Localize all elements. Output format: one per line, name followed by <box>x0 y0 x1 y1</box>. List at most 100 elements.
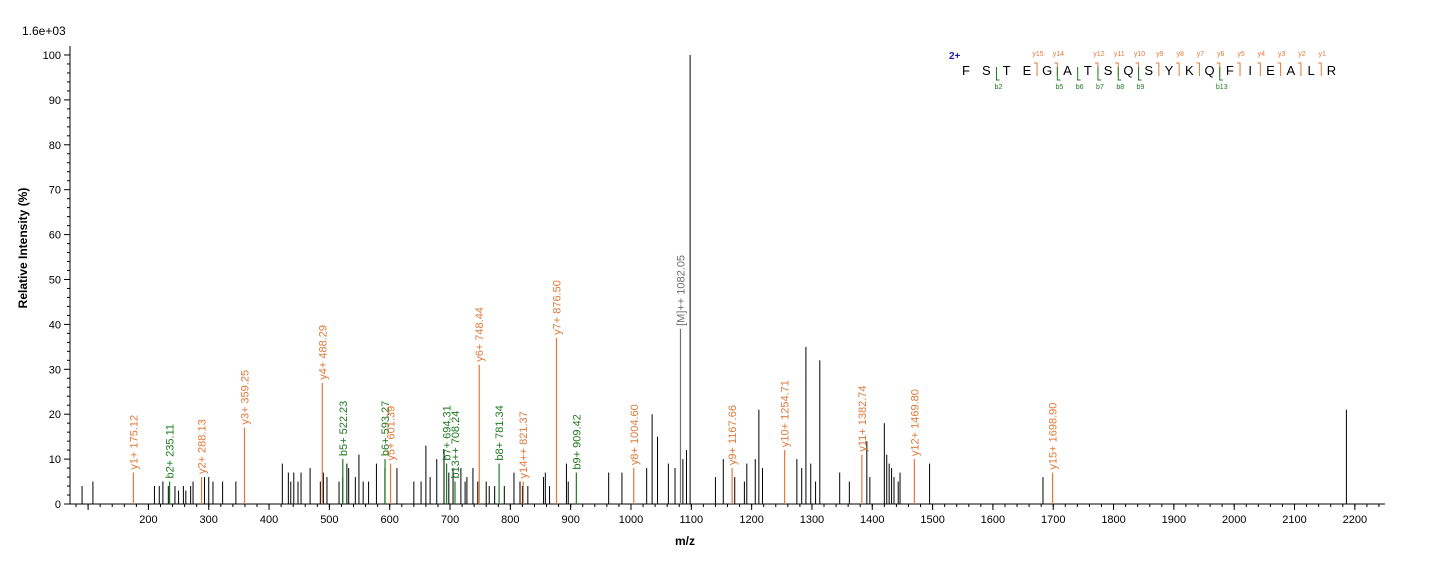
sequence-residue: K <box>1185 63 1194 78</box>
peak-label: y10+ 1254.71 <box>780 380 792 447</box>
b-ion-bracket <box>1056 67 1061 81</box>
charge-state-label: 2+ <box>949 51 961 62</box>
y-ion-bracket <box>1196 62 1200 76</box>
sequence-residue: S <box>1144 63 1153 78</box>
intensity-scale-label: 1.6e+03 <box>22 24 66 38</box>
sequence-residue: Q <box>1205 63 1215 78</box>
b-ion-bracket <box>995 67 1000 81</box>
y-axis-title: Relative Intensity (%) <box>16 188 30 309</box>
b-ion-label: b8 <box>1116 84 1124 91</box>
b-ion-label: b9 <box>1137 84 1145 91</box>
x-tick-label: 2000 <box>1222 514 1246 526</box>
sequence-residue: I <box>1248 63 1252 78</box>
sequence-residue: S <box>982 63 991 78</box>
peak-label: [M]++ 1082.05 <box>675 255 687 326</box>
x-tick-label: 200 <box>139 514 157 526</box>
x-tick-label: 300 <box>200 514 218 526</box>
sequence-residue: T <box>1084 63 1092 78</box>
sequence-residue: A <box>1286 63 1295 78</box>
y-tick-label: 90 <box>49 95 61 107</box>
b-ion-label: b13 <box>1216 84 1228 91</box>
x-tick-label: 1900 <box>1162 514 1186 526</box>
x-tick-label: 1800 <box>1101 514 1125 526</box>
y-ion-bracket <box>1034 62 1038 76</box>
peak-label: y2+ 288.13 <box>197 419 209 474</box>
sequence-residue: F <box>962 63 970 78</box>
sequence-residue: Y <box>1165 63 1174 78</box>
peak-label: b2+ 235.11 <box>165 424 177 479</box>
y-ion-bracket <box>1318 62 1322 76</box>
y-ion-label: y4 <box>1258 51 1266 58</box>
y-tick-label: 30 <box>49 364 61 376</box>
b-ion-bracket <box>1097 67 1101 81</box>
x-tick-label: 500 <box>320 514 338 526</box>
x-tick-label: 400 <box>260 514 278 526</box>
y-ion-label: y1 <box>1319 51 1327 58</box>
b-ion-label: b6 <box>1076 84 1084 91</box>
axes: 200 300 400 500 600 700 800 900 1000 1100 1200 1300… <box>43 46 1385 526</box>
peak-label: y5+ 601.39 <box>386 406 398 461</box>
sequence-residue: Q <box>1123 63 1133 78</box>
peak-label: b9+ 909.42 <box>571 414 583 469</box>
peak-label: y3+ 359.25 <box>239 370 251 425</box>
y-tick-label: 10 <box>49 454 61 466</box>
x-tick-label: 1700 <box>1041 514 1065 526</box>
peak-label: b7+ 694.31 <box>442 405 454 460</box>
x-tick-label: 1400 <box>860 514 884 526</box>
b-ion-label: b5 <box>1055 84 1063 91</box>
x-tick-label: 1600 <box>981 514 1005 526</box>
y-ion-bracket <box>1155 62 1160 76</box>
y-tick-label: 0 <box>55 499 61 511</box>
x-tick-label: 1100 <box>679 514 703 526</box>
peak-label: y8+ 1004.60 <box>629 404 641 465</box>
y-tick-label: 50 <box>49 274 61 286</box>
y-ion-label: y15 <box>1032 51 1043 58</box>
y-ion-label: y7 <box>1197 51 1205 58</box>
b-ion-bracket <box>1219 67 1223 81</box>
peak-label: b6+ 593.27 <box>380 401 392 456</box>
b-ion-label: b7 <box>1096 84 1104 91</box>
y-ion-label: y9 <box>1156 51 1164 58</box>
b-ion-bracket <box>1117 67 1122 81</box>
x-tick-label: 1500 <box>920 514 944 526</box>
y-ion-label: y10 <box>1134 51 1145 58</box>
y-ion-label: y11 <box>1114 51 1125 58</box>
x-tick-label: 800 <box>501 514 519 526</box>
y-ion-label: y12 <box>1093 51 1104 58</box>
peak-label: y14++ 821.37 <box>518 411 530 478</box>
spectrum-peaks <box>81 54 1347 504</box>
sequence-residue: L <box>1307 63 1314 78</box>
b-ion-bracket <box>1077 67 1081 81</box>
y-ion-bracket <box>1176 62 1180 76</box>
peak-label: y12+ 1469.80 <box>909 389 921 456</box>
y-ion-bracket <box>1277 62 1282 76</box>
x-tick-label: 700 <box>441 514 459 526</box>
sequence-residue: T <box>1003 63 1011 78</box>
y-ion-label: y5 <box>1237 51 1245 58</box>
y-ion-bracket <box>1297 62 1302 76</box>
y-tick-label: 20 <box>49 409 61 421</box>
b-ion-bracket <box>1138 67 1142 81</box>
peak-label: b8+ 781.34 <box>494 405 506 460</box>
y-tick-label: 40 <box>49 319 61 331</box>
y-ion-label: y3 <box>1278 51 1286 58</box>
peak-label: y15+ 1698.90 <box>1048 403 1060 470</box>
y-ion-bracket <box>1237 62 1241 76</box>
peak-label: b13++ 708.24 <box>450 411 462 479</box>
x-tick-label: 1300 <box>800 514 824 526</box>
x-tick-label: 2200 <box>1343 514 1367 526</box>
y-tick-label: 80 <box>49 140 61 152</box>
peak-label: y9+ 1167.66 <box>727 405 739 465</box>
y-ion-label: y6 <box>1217 51 1225 58</box>
peak-label: y6+ 748.44 <box>474 307 486 362</box>
y-tick-label: 70 <box>49 185 61 197</box>
x-tick-label: 1200 <box>739 514 763 526</box>
sequence-residue: R <box>1327 63 1336 78</box>
y-tick-label: 100 <box>43 50 61 62</box>
x-tick-label: 600 <box>381 514 399 526</box>
y-ion-label: y14 <box>1053 51 1064 58</box>
annotated-peaks: y1+ 175.12 b2+ 235.11 y2+ 288.13 y3+ 359.25… <box>128 255 1060 504</box>
x-tick-label: 900 <box>561 514 579 526</box>
